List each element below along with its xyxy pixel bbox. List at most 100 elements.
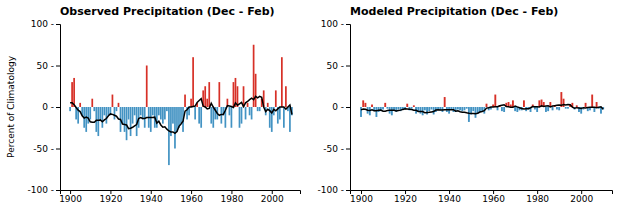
bar [431,107,433,109]
bar [249,107,251,115]
bar [231,107,233,128]
bar [360,107,362,117]
x-tick: 1960 [482,190,505,204]
y-tick: -50 - [33,144,60,154]
y-tick-label: 50 - [36,61,54,71]
bar [108,107,110,115]
bar [192,57,194,107]
bar [140,107,142,115]
x-axis: 190019201940196019802000 [350,190,612,204]
bar [164,107,166,119]
x-tick: 1960 [180,190,203,204]
bar [114,107,116,119]
y-tick-mark [56,149,60,150]
y-tick: 0 - [42,102,60,112]
y-tick: -100 - [27,185,60,195]
plot-area [69,45,293,165]
bar [472,107,474,111]
bar [558,107,560,110]
bar [279,107,281,119]
bar [281,57,283,107]
x-tick-label: 2000 [261,194,284,204]
bar [545,107,547,112]
bar [190,99,192,107]
bar [494,95,496,107]
chart-svg: -100 --50 -0 -50 -100 -19001920194019601… [0,0,620,215]
bar [466,107,468,109]
x-tick: 1920 [394,190,417,204]
chart-container: -100 --50 -0 -50 -100 -19001920194019601… [0,0,620,215]
y-axis-line [56,25,61,191]
x-tick: 1940 [438,190,461,204]
y-tick-mark [56,190,60,191]
bar [267,103,269,107]
x-tick: 1980 [220,190,243,204]
y-tick: 0 - [332,102,350,112]
y-tick-mark [346,24,350,25]
x-tick-label: 1980 [220,194,243,204]
bar [413,105,415,107]
bar [565,107,567,109]
y-tick-mark [56,107,60,108]
bar [160,107,162,119]
title: Observed Precipitation (Dec - Feb) [60,5,275,18]
bar [386,107,388,109]
bar [184,95,186,107]
y-tick-label: 100 - [321,19,344,29]
y-tick: -50 - [323,144,350,154]
bar [563,99,565,107]
bar [218,82,220,107]
bar [364,103,366,107]
bar [79,103,81,107]
bar [156,107,158,128]
bar [200,107,202,128]
bar [514,107,516,111]
y-tick-label: -50 - [33,144,54,154]
bar [585,103,587,107]
bar [69,107,71,111]
bar [210,107,212,124]
bar [152,107,154,115]
y-tick-mark [56,66,60,67]
bar [523,100,525,107]
x-tick-label: 1960 [482,194,505,204]
bar [104,107,106,115]
bar [426,107,428,114]
bar [501,107,503,111]
bar [106,107,108,124]
bar [128,107,130,119]
x-tick: 2000 [570,190,593,204]
x-tick-label: 1940 [438,194,461,204]
bar [384,103,386,107]
panel: -100 --50 -0 -50 -100 -19001920194019601… [317,5,612,204]
bar [180,107,182,124]
bar [375,107,377,117]
bar [174,107,176,149]
bar [382,107,384,109]
bar [461,107,463,111]
x-axis: 190019201940196019802000 [59,190,300,204]
x-tick-label: 1960 [180,194,203,204]
bar [204,86,206,107]
y-tick-label: 0 - [332,102,344,112]
bar [130,107,132,136]
bar [118,103,120,107]
y-tick: 100 - [31,19,60,29]
bar [233,82,235,107]
x-tick-label: 1980 [526,194,549,204]
y-tick-label: 100 - [31,19,54,29]
bar [424,107,426,110]
bar [126,107,128,140]
bar [162,107,164,124]
bar [275,90,277,107]
bar [283,107,285,128]
bar [591,95,593,107]
bar [547,107,549,111]
bar [87,107,89,124]
y-tick-mark [346,66,350,67]
bar [406,104,408,107]
x-tick: 1980 [526,190,549,204]
bar [468,107,470,122]
y-tick: 100 - [321,19,350,29]
x-tick-label: 1920 [99,194,122,204]
